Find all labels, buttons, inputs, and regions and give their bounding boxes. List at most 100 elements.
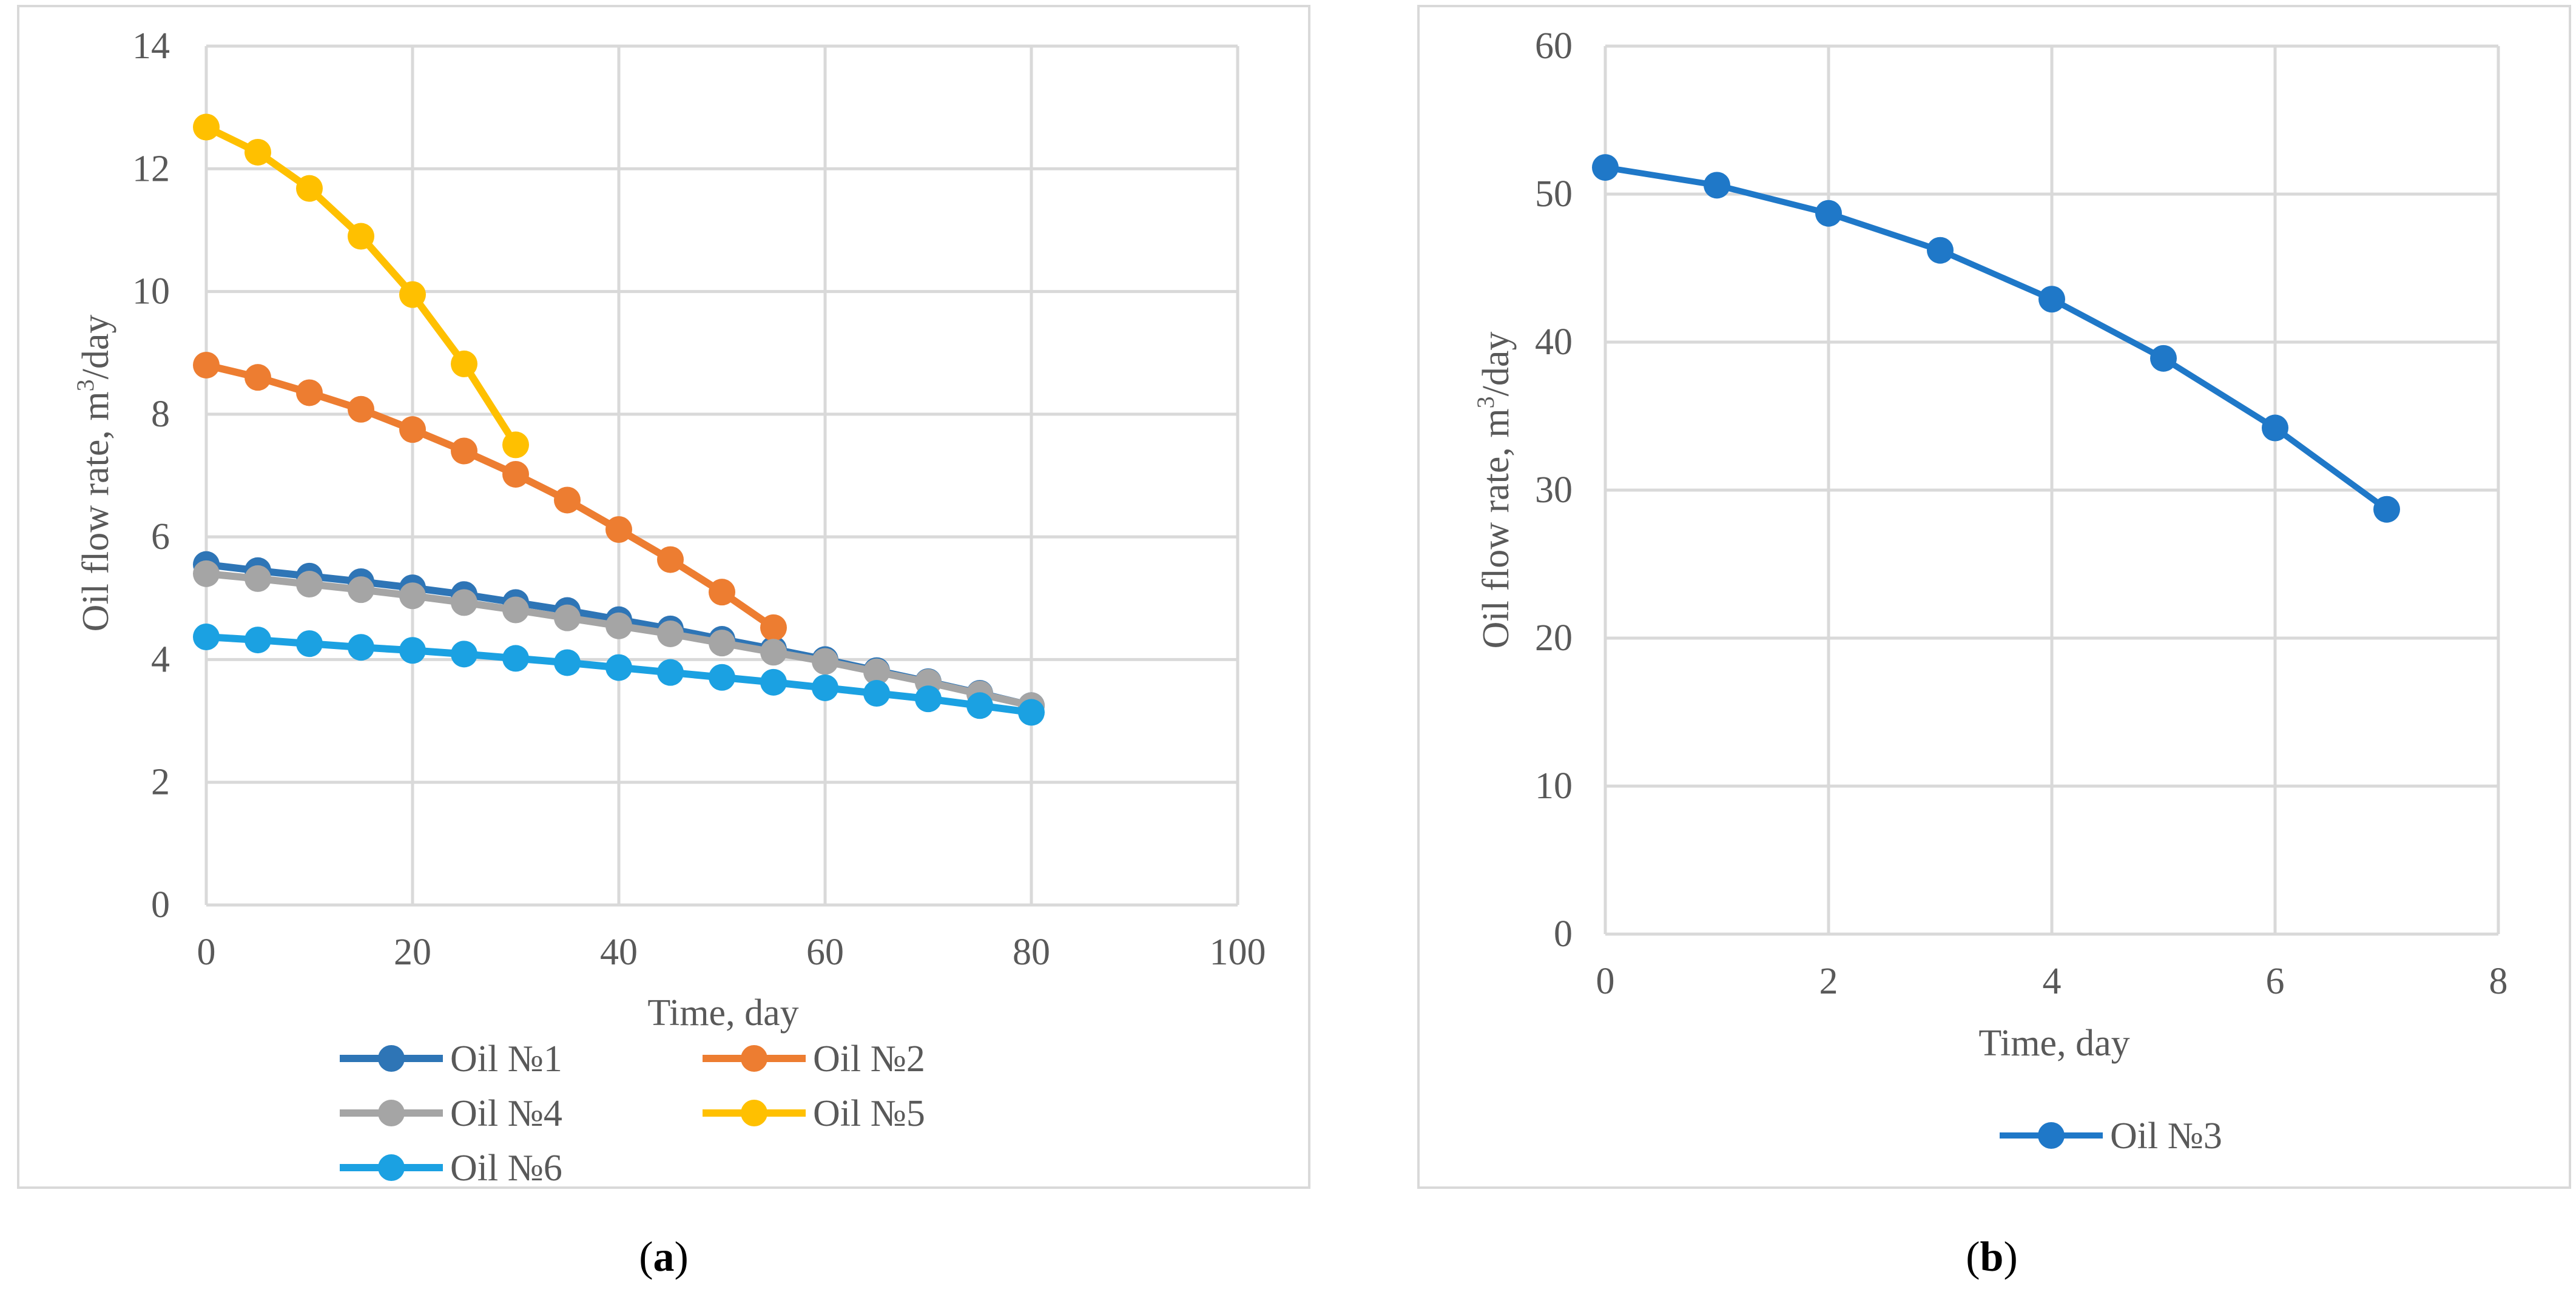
data-point [915, 685, 942, 713]
data-point [1704, 172, 1730, 199]
y-axis-title-a: Oil flow rate, m3/day [72, 315, 116, 632]
data-point [348, 395, 374, 423]
data-point [244, 627, 271, 654]
chart-panel-b: 0 10 20 30 40 50 60 0 2 4 6 8 Time, day Oil flow r… [1417, 5, 2571, 1189]
y-tick-label: 10 [1535, 765, 1573, 807]
data-point [709, 579, 735, 606]
legend-marker [378, 1154, 405, 1181]
data-point [554, 486, 581, 514]
data-point [502, 460, 529, 488]
x-tick-label: 40 [600, 932, 638, 973]
y-tick-label: 50 [1535, 173, 1573, 215]
data-point [812, 648, 838, 675]
x-tick-label: 100 [1210, 932, 1266, 973]
data-point [657, 546, 684, 573]
legend-marker [2038, 1122, 2065, 1149]
legend-marker [741, 1100, 767, 1126]
data-point [399, 582, 426, 610]
legend-a: Oil №1 Oil №2 Oil №4 Oil №5 Oil №6 [340, 1038, 925, 1189]
data-point [451, 350, 477, 377]
data-point [1592, 154, 1619, 181]
y-tick-label: 12 [132, 148, 170, 189]
data-point [296, 630, 323, 658]
data-point [502, 431, 529, 459]
x-tick-label: 0 [1596, 961, 1615, 1002]
data-point [193, 560, 220, 587]
y-tick-label: 10 [132, 271, 170, 312]
data-point [657, 659, 684, 686]
caption-a: (a) [639, 1234, 689, 1280]
legend-label: Oil №4 [450, 1093, 562, 1134]
y-axis-title-a-sup: 3 [72, 379, 99, 391]
data-point [348, 223, 374, 250]
data-point [554, 649, 581, 676]
y-tick-label: 40 [1535, 321, 1573, 363]
series-oil-6 [193, 624, 1045, 726]
legend-b: Oil №3 [2000, 1115, 2222, 1157]
y-tick-label: 14 [132, 25, 170, 67]
y-tick-label: 20 [1535, 617, 1573, 659]
x-tick-labels-b: 0 2 4 6 8 [1596, 961, 2508, 1002]
data-point [451, 641, 477, 668]
y-tick-labels-b: 0 10 20 30 40 50 60 [1535, 25, 1573, 955]
data-point [657, 620, 684, 647]
data-point [709, 664, 735, 691]
y-axis-title-b-sup: 3 [1472, 396, 1499, 408]
x-tick-labels-a: 0 20 40 60 80 100 [197, 932, 1266, 973]
legend-label: Oil №5 [813, 1093, 925, 1134]
y-tick-label: 2 [151, 762, 170, 803]
gridlines-a [204, 44, 1239, 907]
y-axis-title-b-tail: /day [1475, 332, 1517, 397]
y-tick-label: 6 [151, 516, 170, 557]
x-tick-label: 0 [197, 932, 216, 973]
data-point [760, 668, 787, 696]
legend-entry-oil-2: Oil №2 [703, 1038, 925, 1080]
data-point [1018, 699, 1045, 726]
series-b [1592, 154, 2400, 523]
caption-b: (b) [1966, 1234, 2018, 1280]
data-point [244, 565, 271, 592]
x-tick-label: 6 [2266, 961, 2285, 1002]
caption-b-label: b [1980, 1234, 2004, 1280]
data-point [451, 589, 477, 616]
legend-marker [378, 1100, 405, 1126]
data-point [2038, 286, 2065, 313]
y-tick-label: 8 [151, 394, 170, 435]
data-point [348, 576, 374, 604]
data-point [1927, 237, 1954, 264]
data-point [863, 658, 890, 685]
data-point [296, 379, 323, 406]
y-tick-label: 0 [151, 884, 170, 926]
legend-entry-oil-4: Oil №4 [340, 1093, 562, 1134]
chart-frame-a [17, 5, 1310, 1189]
data-point [348, 634, 374, 661]
data-point [2262, 414, 2288, 442]
data-point [193, 113, 220, 141]
y-tick-label: 30 [1535, 469, 1573, 511]
data-point [399, 637, 426, 664]
data-point [296, 571, 323, 598]
y-axis-title-a-main: Oil flow rate, m [75, 391, 116, 631]
series-oil-5 [193, 113, 529, 459]
data-point [399, 416, 426, 443]
data-point [193, 351, 220, 378]
data-point [244, 364, 271, 391]
legend-label: Oil №1 [450, 1038, 562, 1080]
data-point [502, 596, 529, 624]
x-tick-label: 80 [1013, 932, 1050, 973]
series-oil-2 [193, 351, 787, 641]
chart-frame-b [1417, 5, 2571, 1189]
series-oil-3 [1592, 154, 2400, 523]
y-axis-title-a-tail: /day [75, 315, 116, 380]
data-point [863, 680, 890, 707]
data-point [605, 612, 632, 639]
legend-label: Oil №6 [450, 1148, 562, 1189]
y-tick-label: 60 [1535, 25, 1573, 67]
data-point [296, 175, 323, 202]
x-tick-label: 60 [806, 932, 844, 973]
data-point [605, 654, 632, 681]
legend-entry-oil-1: Oil №1 [340, 1038, 562, 1080]
series-line [1602, 164, 2390, 513]
legend-label: Oil №2 [813, 1038, 925, 1080]
data-point [554, 604, 581, 631]
